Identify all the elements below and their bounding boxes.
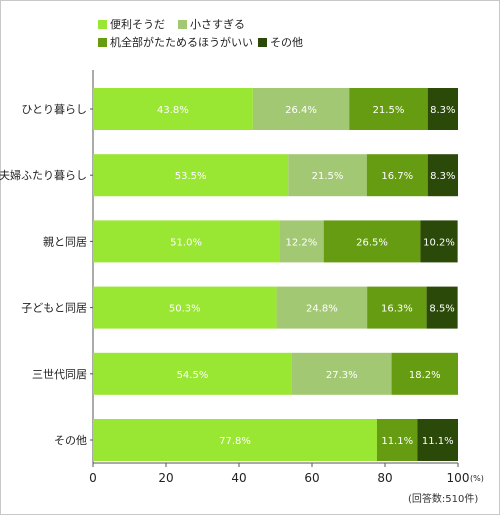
legend-label: 便利そうだ: [110, 18, 165, 31]
data-label: 51.0%: [170, 237, 202, 248]
category-label: その他: [54, 434, 87, 447]
legend-label: 小さすぎる: [190, 18, 245, 31]
x-tick-label: 0: [89, 471, 97, 485]
bar-segment: [291, 352, 392, 395]
category-label: 夫婦ふたり暮らし: [0, 168, 87, 182]
legend-item-convenient: 便利そうだ: [98, 16, 165, 32]
x-tick-label: 60: [304, 471, 319, 485]
x-tick-label: 40: [231, 471, 246, 485]
data-label: 16.3%: [381, 304, 413, 315]
category-label: 親と同居: [43, 235, 87, 248]
legend-swatch: [98, 37, 107, 47]
legend-swatch: [98, 19, 107, 29]
bar-segment: [93, 286, 277, 329]
data-label: 26.4%: [285, 105, 317, 116]
bar-segment: [366, 154, 428, 197]
data-label: 11.1%: [422, 436, 454, 447]
legend-label: その他: [270, 36, 303, 49]
legend-item-too-small: 小さすぎる: [178, 16, 245, 32]
x-tick-label: 100: [447, 471, 470, 485]
x-unit-label: (%): [470, 474, 484, 483]
bar-segment: [93, 220, 280, 263]
bar-segment: [93, 88, 253, 130]
legend-swatch: [178, 19, 187, 29]
data-label: 10.2%: [423, 237, 455, 248]
legend-item-fold-all: 机全部がたためるほうがいい: [98, 34, 253, 50]
legend-swatch: [258, 37, 267, 47]
response-count-note: (回答数:510件): [408, 494, 479, 505]
data-label: 77.8%: [219, 436, 251, 447]
data-label: 50.3%: [169, 304, 201, 315]
data-label: 8.3%: [430, 105, 455, 116]
bar-segment: [417, 419, 458, 461]
data-label: 8.5%: [429, 304, 454, 315]
bar-segment: [420, 220, 458, 263]
data-label: 21.5%: [312, 171, 344, 182]
bar-segment: [93, 352, 292, 395]
bar-segment: [426, 286, 458, 329]
bar-segment: [288, 154, 367, 197]
bar-segment: [427, 154, 458, 197]
legend-label: 机全部がたためるほうがいい: [110, 36, 253, 49]
bar-segment: [323, 220, 421, 263]
data-label: 54.5%: [177, 370, 209, 381]
bar-segment: [367, 286, 427, 329]
data-label: 27.3%: [326, 370, 358, 381]
bar-segment: [252, 88, 350, 130]
data-label: 16.7%: [381, 171, 413, 182]
x-tick-label: 20: [158, 471, 173, 485]
x-tick-label: 80: [377, 471, 392, 485]
data-label: 43.8%: [157, 105, 189, 116]
category-label: 子どもと同居: [21, 302, 87, 315]
category-label: ひとり暮らし: [21, 102, 87, 116]
data-label: 24.8%: [306, 304, 338, 315]
bar-segment: [376, 419, 418, 461]
data-label: 26.5%: [356, 237, 388, 248]
data-label: 12.2%: [286, 237, 318, 248]
data-label: 11.1%: [381, 436, 413, 447]
bar-segment: [93, 154, 289, 197]
bar-segment: [93, 419, 377, 461]
legend-item-other: その他: [258, 34, 303, 50]
data-label: 8.3%: [430, 171, 455, 182]
bar-segment: [427, 88, 458, 130]
data-label: 21.5%: [373, 105, 405, 116]
category-label: 三世代同居: [32, 368, 87, 381]
data-label: 18.2%: [409, 370, 441, 381]
bar-segment: [276, 286, 368, 329]
bar-segment: [349, 88, 428, 130]
bar-segment: [391, 352, 458, 395]
bar-segment: [279, 220, 324, 263]
data-label: 53.5%: [175, 171, 207, 182]
